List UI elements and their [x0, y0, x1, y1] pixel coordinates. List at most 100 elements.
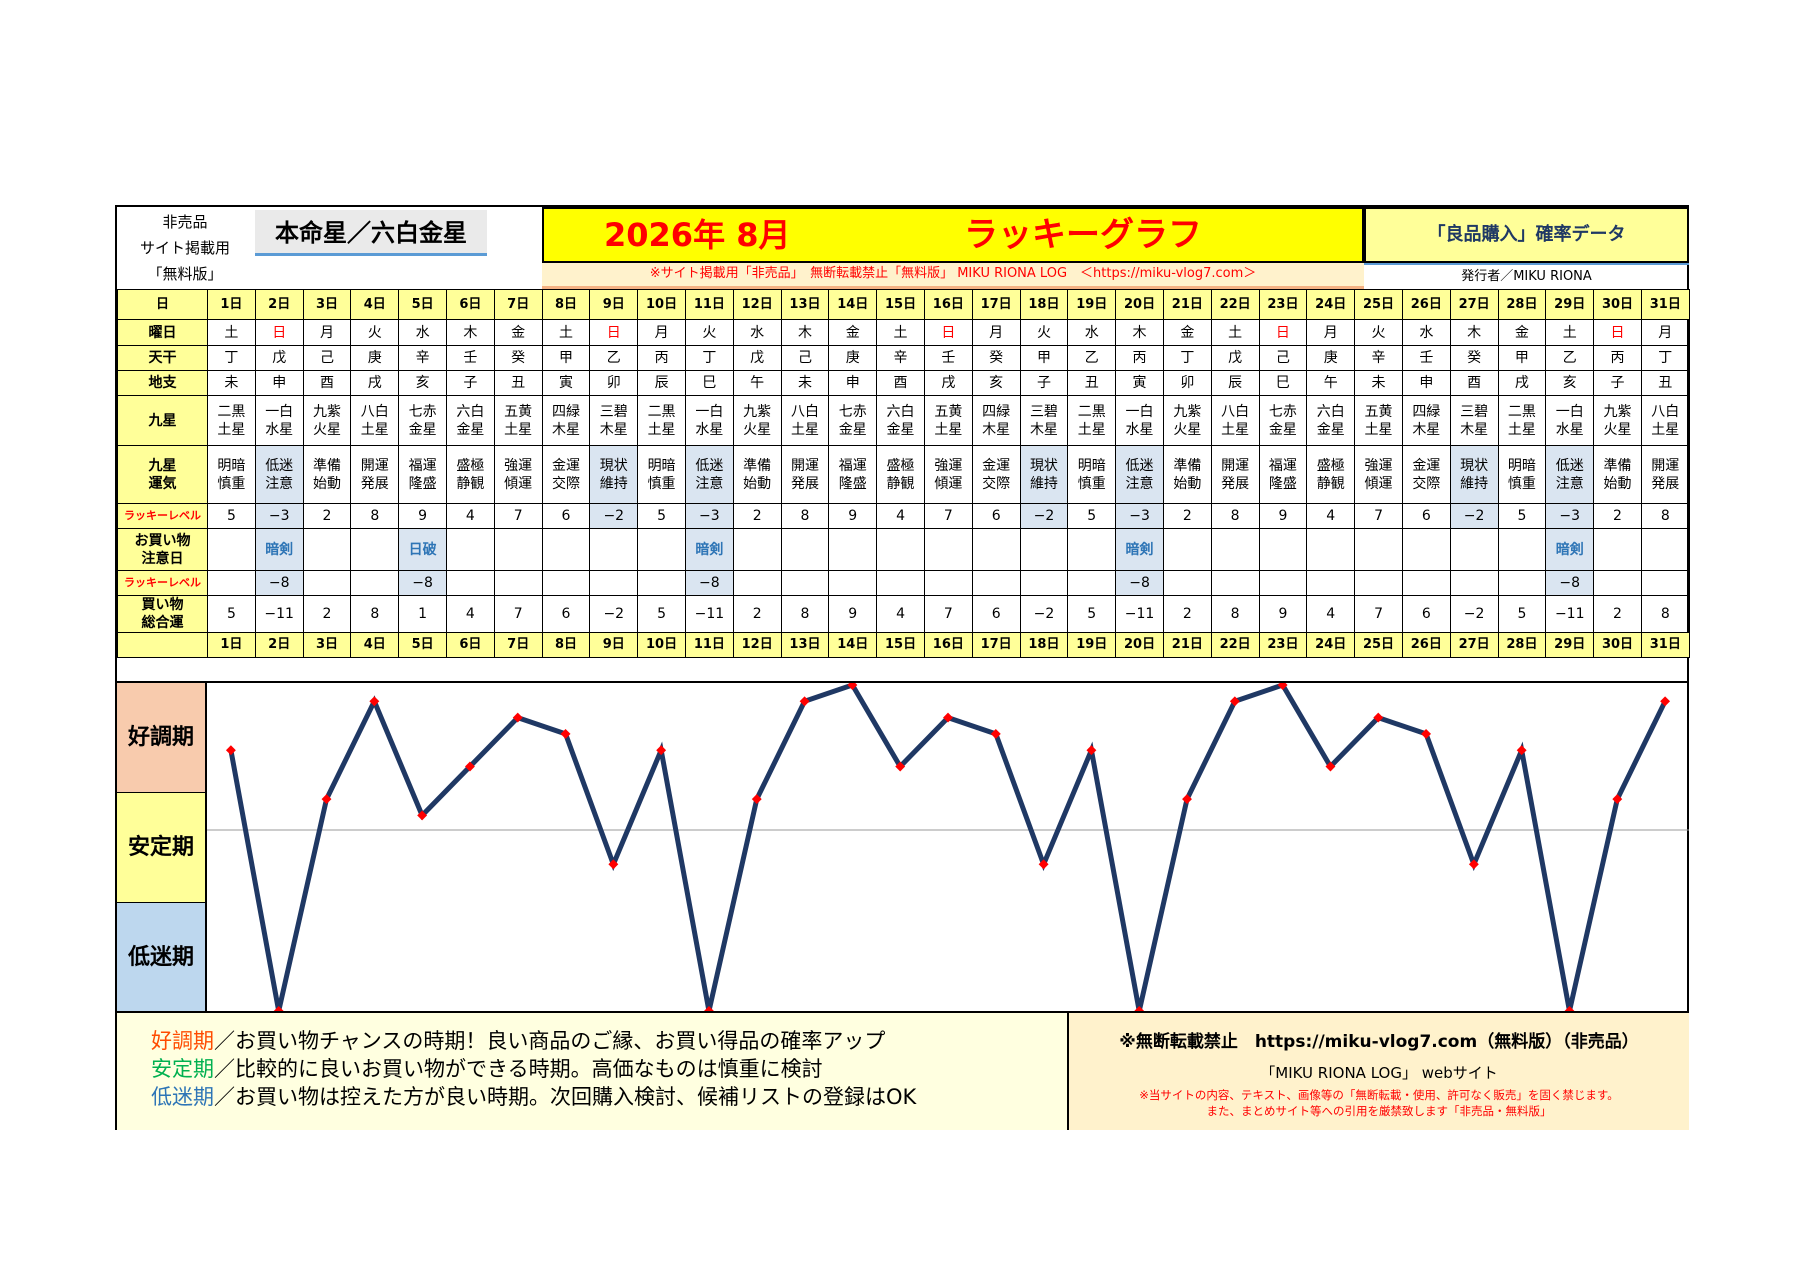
band-good: 好調期: [117, 683, 207, 793]
unki-cell: 低迷 注意: [254, 445, 304, 504]
tenkan-cell: 庚: [828, 345, 878, 371]
chishi-cell: 未: [1354, 370, 1403, 396]
chishi-cell: 亥: [971, 370, 1021, 396]
caution-day-cell: [1067, 528, 1117, 571]
unki-word-2: 交際: [982, 475, 1011, 492]
lucky-level-2-cell: [350, 570, 400, 596]
kyusei-cell: 二黒 土星: [1067, 395, 1117, 446]
total-cell: 9: [1258, 595, 1308, 633]
unki-word-1: 福運: [408, 457, 437, 474]
caution-day-cell: [1162, 528, 1212, 571]
weekday-cell: 木: [780, 319, 830, 346]
tenkan-cell: 癸: [971, 345, 1021, 371]
kyusei-number: 八白: [1221, 403, 1250, 420]
unki-word-1: 低迷: [695, 457, 724, 474]
kyusei-element: 木星: [1412, 421, 1441, 438]
unki-word-2: 隆盛: [408, 475, 437, 492]
kyusei-cell: 八白 土星: [350, 395, 400, 446]
kyusei-number: 二黒: [1077, 403, 1106, 420]
chishi-cell: 未: [207, 370, 256, 396]
chishi-cell: 午: [732, 370, 782, 396]
kyusei-number: 八白: [790, 403, 819, 420]
total-cell: −11: [1115, 595, 1164, 633]
unki-word-2: 維持: [1029, 475, 1058, 492]
day-footer-cell: 28日: [1497, 632, 1547, 658]
legend-stable-text: ／比較的に良いお買い物ができる時期。高価なものは慎重に検討: [214, 1057, 823, 1081]
lucky-chart: 好調期 安定期 低迷期: [117, 681, 1689, 1013]
tenkan-cell: 乙: [1067, 345, 1117, 371]
tenkan-cell: 己: [1258, 345, 1308, 371]
tenkan-cell: 庚: [1306, 345, 1356, 371]
chishi-cell: 酉: [1449, 370, 1499, 396]
legend-low-key: 低迷期: [151, 1085, 214, 1109]
chishi-cell: 丑: [1640, 370, 1690, 396]
kyusei-element: 水星: [265, 421, 294, 438]
chishi-cell: 子: [445, 370, 495, 396]
data-point: [1373, 712, 1384, 723]
kyusei-cell: 八白 土星: [780, 395, 830, 446]
lucky-level-2-cell: [207, 570, 256, 596]
data-type-title: 「良品購入」確率データ: [1364, 207, 1689, 263]
lucky-level-2-cell: [493, 570, 543, 596]
unki-word-2: 始動: [312, 475, 341, 492]
chishi-cell: 卯: [589, 370, 639, 396]
day-footer-cell: 8日: [541, 632, 591, 658]
day-footer-row: 1日 2日 3日 4日 5日 6日 7日 8日 9日 10日 11日 12日 13日 14日 15日 16日 1…: [117, 632, 1690, 658]
unki-cell: 準備 始動: [1162, 445, 1212, 504]
day-cell: 2日: [254, 289, 304, 320]
lucky-level-cell: 5: [1497, 503, 1547, 529]
tenkan-cell: 辛: [876, 345, 925, 371]
unki-cell: 開運 発展: [1640, 445, 1690, 504]
honmei-star: 本命星／六白金星: [255, 210, 487, 256]
caution-day-row: お買い物 注意日 暗剣 日破 暗剣 暗剣 暗剣: [117, 528, 1690, 571]
kyusei-cell: 一白 水星: [1545, 395, 1595, 446]
day-footer-cell: 1日: [207, 632, 256, 658]
unki-label: 九星 運気: [117, 445, 208, 504]
kyusei-cell: 四緑 木星: [1401, 395, 1451, 446]
caution-day-cell: [1401, 528, 1451, 571]
lucky-level-cell: 6: [971, 503, 1021, 529]
unki-word-1: 現状: [599, 457, 628, 474]
lucky-level-2-cell: [828, 570, 878, 596]
kyusei-cell: 七赤 金星: [1258, 395, 1308, 446]
lucky-level-cell: −2: [1019, 503, 1069, 529]
lucky-level-row: ラッキーレベル 5 −3 2 8 9 4 7 6 −2 5 −3 2 8 9 4 7 6 −2 5 −3 2 8 9 4 7 6 −2…: [117, 503, 1690, 529]
day-cell: 14日: [828, 289, 878, 320]
kyusei-element: 土星: [1651, 421, 1680, 438]
unki-word-2: 始動: [1173, 475, 1202, 492]
kyusei-cell: 九紫 火星: [732, 395, 782, 446]
kyusei-number: 一白: [265, 403, 294, 420]
lucky-level-cell: 5: [207, 503, 256, 529]
kyusei-number: 六白: [1316, 403, 1345, 420]
band-stable: 安定期: [117, 793, 207, 903]
lucky-level-cell: 5: [637, 503, 686, 529]
lucky-level-cell: 4: [876, 503, 925, 529]
unki-word-1: 金運: [551, 457, 580, 474]
chishi-cell: 申: [828, 370, 878, 396]
unki-word-2: 維持: [599, 475, 628, 492]
caution-day-cell: [1640, 528, 1690, 571]
chishi-label: 地支: [117, 370, 208, 396]
tenkan-cell: 辛: [1354, 345, 1403, 371]
unki-word-2: 傾運: [934, 475, 963, 492]
unki-word-2: 隆盛: [1268, 475, 1297, 492]
kyusei-number: 六白: [456, 403, 485, 420]
lucky-level-2-label: ラッキーレベル: [117, 570, 208, 596]
tenkan-cell: 壬: [1401, 345, 1451, 371]
kyusei-number: 九紫: [312, 403, 341, 420]
day-footer-cell: 30日: [1593, 632, 1642, 658]
weekday-cell: 火: [1354, 319, 1403, 346]
tenkan-cell: 己: [302, 345, 352, 371]
unki-word-1: 強運: [1364, 457, 1393, 474]
chishi-cell: 子: [1019, 370, 1069, 396]
unki-cell: 金運 交際: [541, 445, 591, 504]
data-point: [1038, 859, 1049, 870]
data-point: [560, 728, 571, 739]
total-cell: −2: [589, 595, 639, 633]
total-cell: 1: [398, 595, 447, 633]
weekday-cell: 月: [637, 319, 686, 346]
unki-cell: 開運 発展: [350, 445, 400, 504]
lucky-level-cell: −3: [1115, 503, 1164, 529]
day-cell: 10日: [637, 289, 686, 320]
chart-plot: [207, 683, 1689, 1013]
